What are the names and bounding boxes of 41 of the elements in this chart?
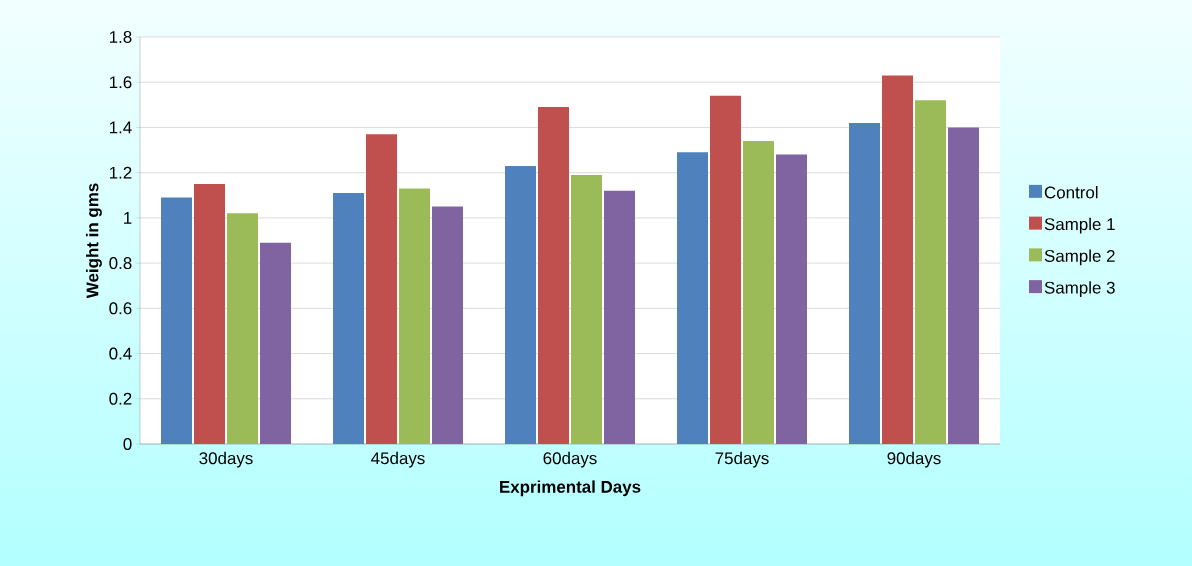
bar <box>194 183 225 444</box>
y-tick-label: 0 <box>123 438 132 450</box>
bar <box>882 75 914 444</box>
x-tick-label: 75days <box>715 451 769 468</box>
bar <box>603 190 635 444</box>
bar <box>948 127 979 444</box>
bar <box>571 174 602 444</box>
bar <box>505 165 537 444</box>
legend-label: Sample 3 <box>1044 281 1115 298</box>
y-tick-label: 0.4 <box>109 347 132 360</box>
bar <box>743 141 774 444</box>
x-tick-label: 30days <box>199 451 253 468</box>
y-tick-label: 0.2 <box>109 392 132 405</box>
bar <box>333 193 365 444</box>
bar <box>776 154 807 444</box>
y-tick-label: 1 <box>124 212 132 224</box>
bar <box>710 95 742 444</box>
y-tick-label: 1.6 <box>109 76 132 89</box>
bar <box>259 242 291 444</box>
x-tick-label: 90days <box>887 451 941 468</box>
legend-label: Sample 2 <box>1044 249 1115 266</box>
bar <box>431 206 463 444</box>
x-tick-label: 45days <box>371 451 425 468</box>
bar <box>366 134 398 444</box>
legend-label: Sample 1 <box>1044 217 1115 234</box>
bar <box>538 107 570 444</box>
y-tick-label: 0.6 <box>109 302 132 315</box>
y-tick-label: 1.8 <box>109 31 132 43</box>
bar <box>677 152 709 444</box>
legend-label: Control <box>1044 185 1098 199</box>
bar <box>849 122 881 444</box>
y-tick-label: 1.4 <box>109 121 132 134</box>
y-tick-label: 1.2 <box>109 166 132 179</box>
bar <box>399 188 430 444</box>
bar <box>915 100 946 444</box>
x-tick-label: 60days <box>543 451 597 468</box>
bar <box>227 213 258 444</box>
x-axis-title: Exprimental Days <box>500 480 641 497</box>
bar <box>161 197 193 444</box>
y-axis-title: Weight in gms <box>85 183 102 299</box>
y-tick-label: 0.8 <box>109 257 132 270</box>
